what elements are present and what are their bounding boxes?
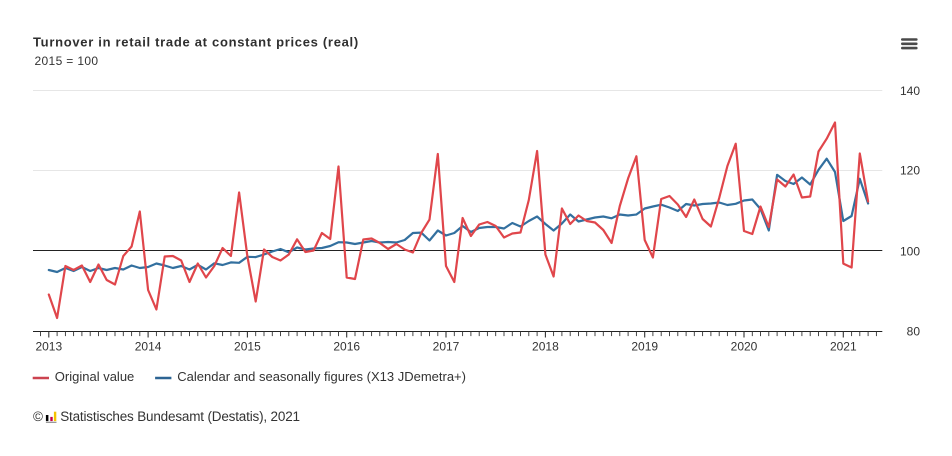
svg-text:2021: 2021 — [830, 340, 857, 354]
svg-text:2020: 2020 — [731, 340, 758, 354]
svg-text:Statistisches Bundesamt (Desta: Statistisches Bundesamt (Destatis), 2021 — [60, 409, 300, 424]
svg-text:2019: 2019 — [631, 340, 658, 354]
svg-text:2016: 2016 — [333, 340, 360, 354]
svg-text:Original value: Original value — [55, 369, 135, 384]
svg-text:140: 140 — [900, 84, 920, 98]
svg-text:120: 120 — [900, 164, 920, 178]
svg-text:©: © — [33, 409, 43, 424]
svg-text:Calendar and seasonally figure: Calendar and seasonally figures (X13 JDe… — [177, 369, 466, 384]
svg-text:2017: 2017 — [433, 340, 460, 354]
svg-text:80: 80 — [907, 325, 921, 339]
svg-text:2014: 2014 — [135, 340, 162, 354]
svg-text:2013: 2013 — [35, 340, 62, 354]
svg-text:100: 100 — [900, 244, 920, 258]
svg-text:2015: 2015 — [234, 340, 261, 354]
svg-text:2018: 2018 — [532, 340, 559, 354]
svg-text:2015 = 100: 2015 = 100 — [35, 54, 99, 68]
svg-text:Turnover in retail trade at co: Turnover in retail trade at constant pri… — [33, 35, 359, 50]
